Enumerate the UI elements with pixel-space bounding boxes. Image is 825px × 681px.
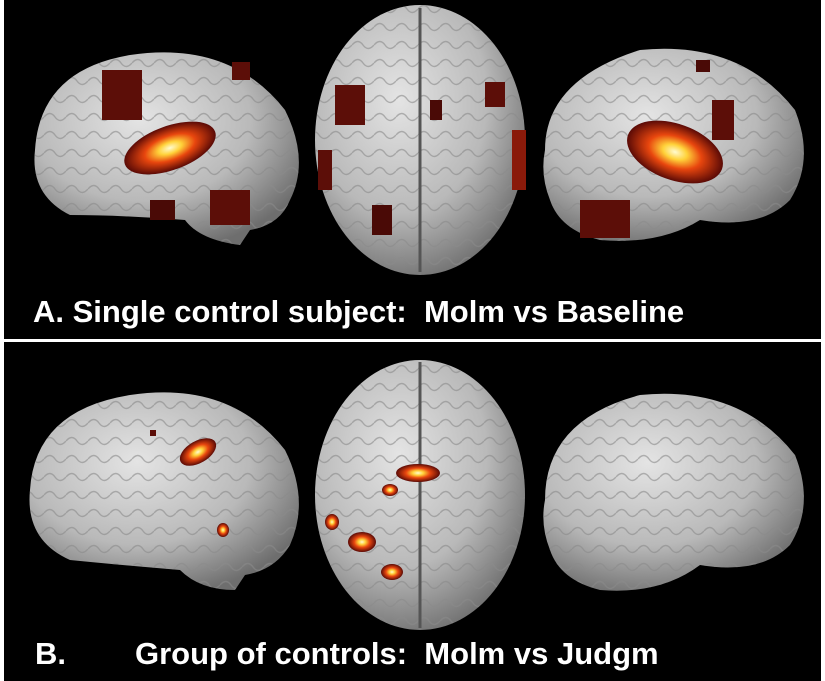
figure: A. Single control subject: Molm vs Basel…: [0, 0, 825, 681]
panel-a-caption: A. Single control subject: Molm vs Basel…: [33, 294, 684, 329]
brain-top-b: [315, 360, 525, 630]
panel-b-caption: Group of controls: Molm vs Judgm: [135, 636, 659, 671]
brain-top-a: [315, 5, 526, 275]
panel-b-letter: B.: [35, 636, 66, 671]
divider: [4, 339, 821, 342]
page: A. Single control subject: Molm vs Basel…: [0, 0, 825, 681]
